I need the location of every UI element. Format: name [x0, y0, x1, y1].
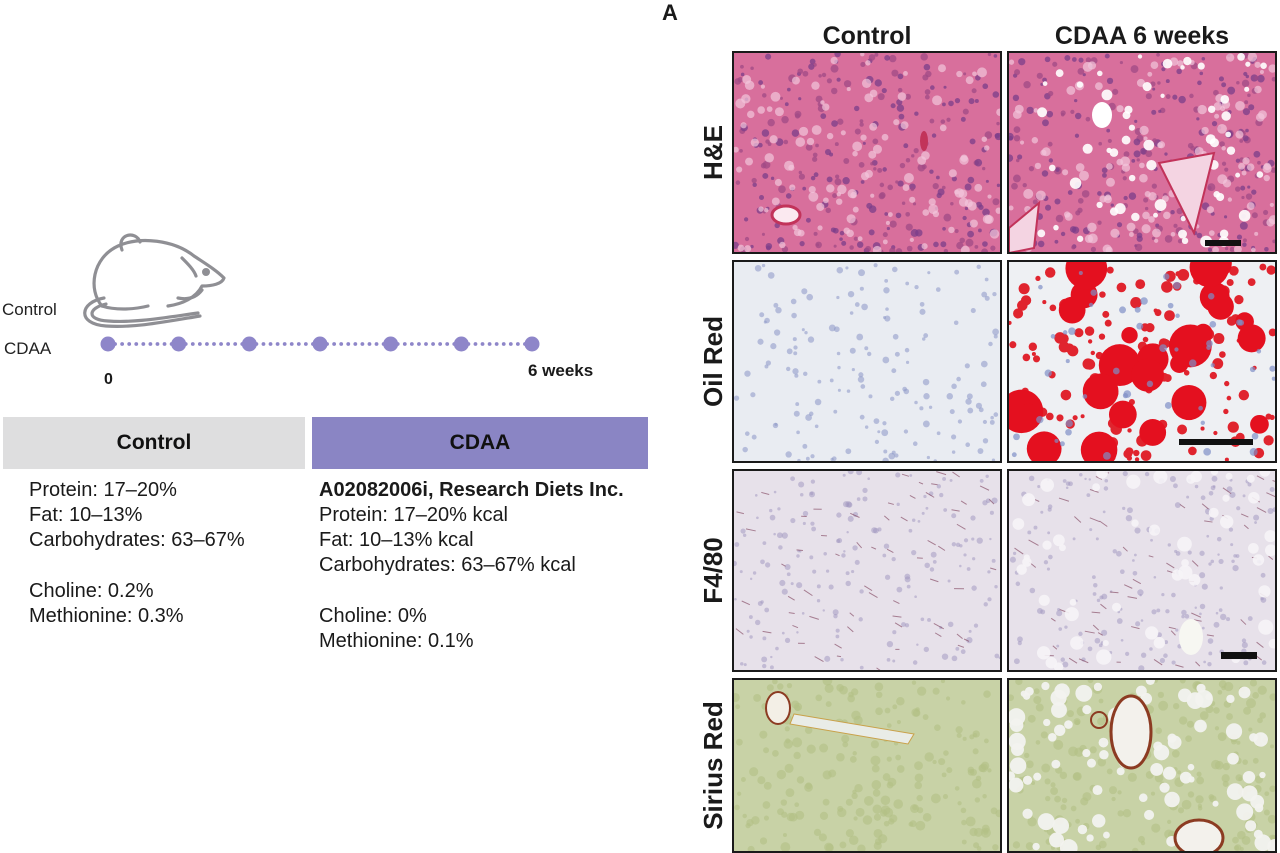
timeline-marker	[454, 337, 469, 352]
timeline-dot	[283, 342, 287, 346]
control-diet-header: Control	[3, 417, 305, 469]
row-label: Oil Red	[693, 260, 733, 463]
f480-control-image	[732, 469, 1002, 672]
timeline-dot	[212, 342, 216, 346]
timeline-dot	[233, 342, 237, 346]
panel-letter: A	[662, 0, 678, 26]
row-label: F4/80	[693, 469, 733, 672]
timeline-dot	[481, 342, 485, 346]
timeline-end-label: 6 weeks	[528, 361, 593, 381]
siriusred-control-image	[732, 678, 1002, 853]
cdaa-protein: Protein: 17–20% kcal	[319, 503, 639, 528]
timeline-dot	[332, 342, 336, 346]
he-control-image	[732, 51, 1002, 254]
timeline-dot	[156, 342, 160, 346]
timeline-dot	[205, 342, 209, 346]
timeline-dot	[226, 342, 230, 346]
siriusred-cdaa-image	[1007, 678, 1277, 853]
control-choline: Choline: 0.2%	[29, 579, 299, 604]
timeline-marker	[101, 337, 116, 352]
timeline-dot	[346, 342, 350, 346]
timeline-marker	[242, 337, 257, 352]
cdaa-methionine: Methionine: 0.1%	[319, 629, 639, 654]
timeline-start-label: 0	[104, 371, 113, 389]
timeline-marker	[171, 337, 186, 352]
control-carbohydrates: Carbohydrates: 63–67%	[29, 528, 299, 553]
row-label: H&E	[693, 51, 733, 254]
timeline-dot	[403, 342, 407, 346]
timeline-dot	[417, 342, 421, 346]
timeline-dot	[297, 342, 301, 346]
timeline-dot	[198, 342, 202, 346]
timeline-dot	[474, 342, 478, 346]
stain-name: Oil Red	[698, 316, 729, 407]
timeline-dot	[191, 342, 195, 346]
f480-cdaa-image	[1007, 469, 1277, 672]
timeline-dot	[134, 342, 138, 346]
timeline-dot	[375, 342, 379, 346]
control-methionine: Methionine: 0.3%	[29, 604, 299, 629]
timeline-dot	[304, 342, 308, 346]
he-cdaa-image	[1007, 51, 1277, 254]
timeline-marker	[313, 337, 328, 352]
column-header-control: Control	[732, 22, 1002, 51]
column-header-cdaa: CDAA 6 weeks	[1007, 22, 1277, 51]
timeline-dot	[502, 342, 506, 346]
mouse-icon	[78, 228, 230, 334]
cdaa-diet-title: CDAA	[450, 431, 511, 455]
stain-name: H&E	[698, 125, 729, 180]
cdaa-fat: Fat: 10–13% kcal	[319, 528, 639, 553]
cdaa-choline: Choline: 0%	[319, 604, 639, 629]
timeline-dot	[276, 342, 280, 346]
timeline-marker	[525, 337, 540, 352]
control-protein: Protein: 17–20%	[29, 478, 299, 503]
cdaa-diet-composition: A02082006i, Research Diets Inc. Protein:…	[319, 478, 639, 654]
timeline-dot	[516, 342, 520, 346]
oilred-control-image	[732, 260, 1002, 463]
timeline-dot	[269, 342, 273, 346]
timeline-dot	[424, 342, 428, 346]
control-fat: Fat: 10–13%	[29, 503, 299, 528]
timeline-cdaa-label: CDAA	[4, 339, 51, 359]
timeline-dot	[290, 342, 294, 346]
timeline-dot	[431, 342, 435, 346]
timeline-dot	[163, 342, 167, 346]
cdaa-diet-header: CDAA	[312, 417, 648, 469]
cdaa-carbohydrates: Carbohydrates: 63–67% kcal	[319, 553, 639, 578]
timeline-dot	[353, 342, 357, 346]
timeline-dot	[262, 342, 266, 346]
timeline-dot	[219, 342, 223, 346]
timeline-dot	[410, 342, 414, 346]
timeline-dot	[120, 342, 124, 346]
control-diet-composition: Protein: 17–20% Fat: 10–13% Carbohydrate…	[29, 478, 299, 629]
timeline-dot	[438, 342, 442, 346]
stain-name: F4/80	[698, 537, 729, 604]
timeline-dot	[361, 342, 365, 346]
row-label: Sirius Red	[693, 678, 733, 853]
timeline-dot	[368, 342, 372, 346]
timeline-dot	[149, 342, 153, 346]
timeline-dot	[509, 342, 513, 346]
timeline-dot	[495, 342, 499, 346]
timeline-dot	[141, 342, 145, 346]
oilred-cdaa-image	[1007, 260, 1277, 463]
timeline-control-label: Control	[2, 300, 57, 320]
timeline-dot	[488, 342, 492, 346]
control-diet-title: Control	[117, 431, 192, 455]
stain-name: Sirius Red	[698, 701, 729, 830]
timeline-dot	[127, 342, 131, 346]
timeline	[100, 334, 544, 356]
timeline-dot	[339, 342, 343, 346]
timeline-dot	[445, 342, 449, 346]
cdaa-product-code: A02082006i, Research Diets Inc.	[319, 478, 639, 503]
timeline-marker	[383, 337, 398, 352]
